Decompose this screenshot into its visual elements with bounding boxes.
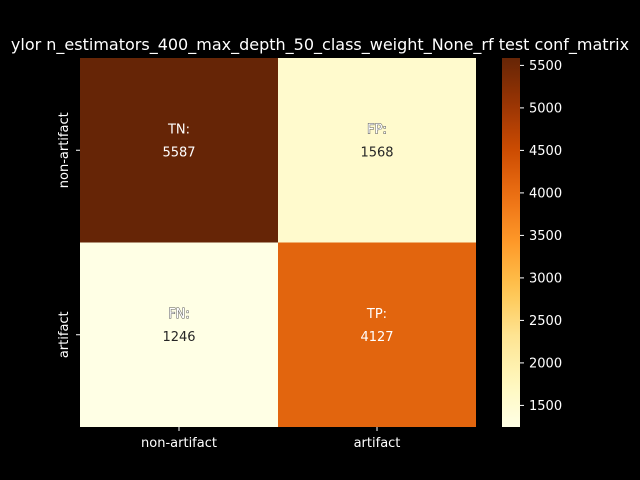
colorbar-tick-label: 4500 <box>529 144 562 159</box>
colorbar-tick-label: 1500 <box>529 399 562 414</box>
cell-label: FN: <box>168 307 190 322</box>
colorbar-tick-label: 3500 <box>529 229 562 244</box>
cell-value: 1246 <box>162 330 195 345</box>
heatmap-cells: TN: 5587 FP: 1568 FN: 1246 TP: 4127 <box>80 58 476 427</box>
colorbar: 1500 2000 2500 3000 3500 4000 4500 5000 5500 <box>502 58 562 427</box>
chart-title: ylor n_estimators_400_max_depth_50_class… <box>11 35 629 55</box>
heatmap-cell-fp <box>278 58 476 243</box>
x-tick-label: artifact <box>354 436 401 451</box>
cell-value: 1568 <box>360 145 393 160</box>
cell-value: 5587 <box>162 145 195 160</box>
cell-label: TN: <box>167 122 190 137</box>
colorbar-gradient <box>502 58 520 427</box>
colorbar-tick-label: 4000 <box>529 186 562 201</box>
y-axis: non-artifact artifact <box>57 112 80 358</box>
colorbar-tick-label: 2000 <box>529 356 562 371</box>
cell-value: 4127 <box>360 330 393 345</box>
y-tick-label: non-artifact <box>57 112 72 188</box>
colorbar-tick-label: 5000 <box>529 101 562 116</box>
cell-label: TP: <box>366 307 387 322</box>
heatmap-cell-tn <box>80 58 278 243</box>
x-axis: non-artifact artifact <box>141 427 400 451</box>
heatmap-cell-fn <box>80 242 278 427</box>
heatmap-cell-tp <box>278 242 476 427</box>
colorbar-tick-label: 5500 <box>529 59 562 74</box>
colorbar-tick-label: 3000 <box>529 271 562 286</box>
y-tick-label: artifact <box>57 311 72 358</box>
cell-label: FP: <box>367 122 387 137</box>
x-tick-label: non-artifact <box>141 436 217 451</box>
colorbar-tick-label: 2500 <box>529 314 562 329</box>
